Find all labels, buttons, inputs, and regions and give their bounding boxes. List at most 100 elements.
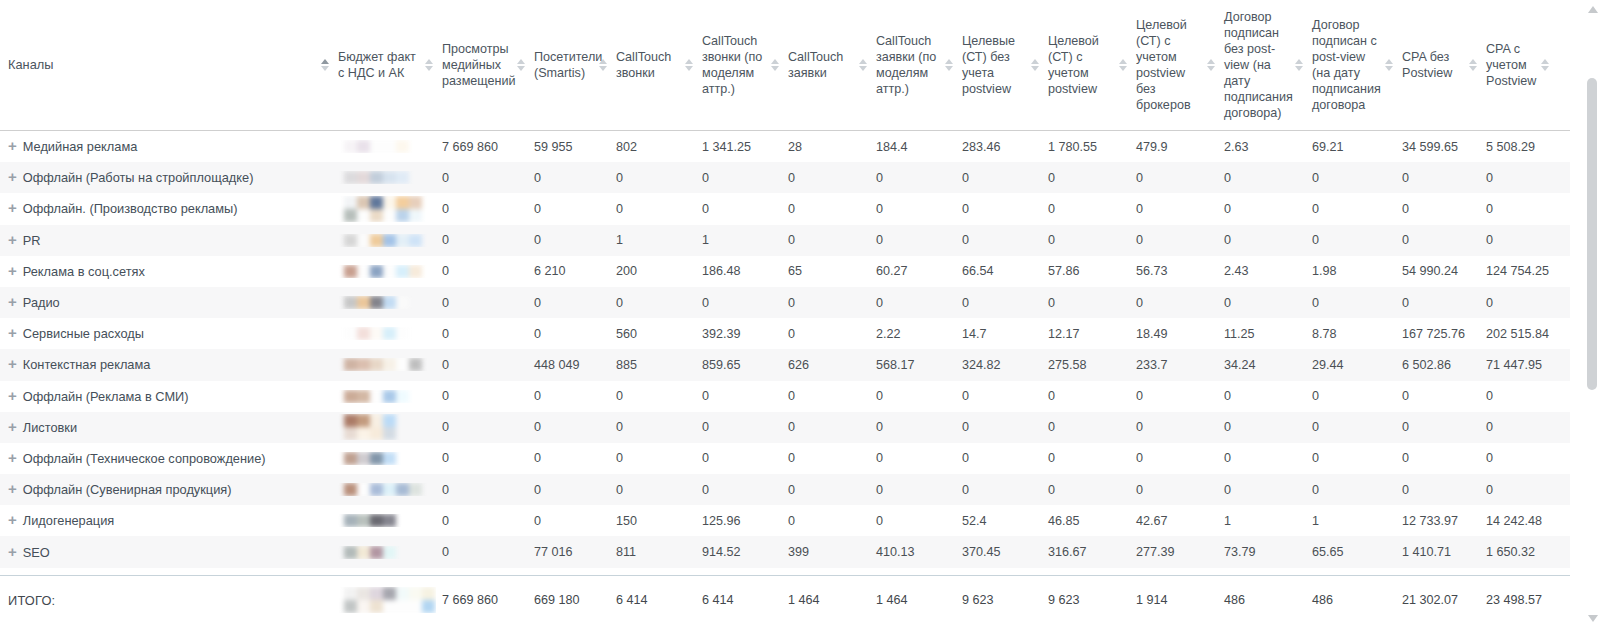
channel-cell[interactable]: + Лидогенерация <box>0 513 332 528</box>
metric-value[interactable]: 392.39 <box>702 327 741 341</box>
metric-value[interactable]: 1 410.71 <box>1402 545 1451 559</box>
sort-icon[interactable] <box>1119 59 1127 71</box>
sort-icon[interactable] <box>425 59 433 71</box>
metric-value[interactable]: 125.96 <box>702 514 741 528</box>
column-header[interactable]: Просмотры медийных размещений <box>436 41 528 89</box>
expand-plus-icon[interactable]: + <box>8 201 17 215</box>
metric-value[interactable]: 29.44 <box>1312 358 1344 372</box>
metric-value[interactable]: 859.65 <box>702 358 741 372</box>
channel-cell[interactable]: + Оффлайн (Работы на стройплощадке) <box>0 170 332 185</box>
metric-value[interactable]: 324.82 <box>962 358 1001 372</box>
metric-value[interactable]: 1 341.25 <box>702 140 751 154</box>
expand-plus-icon[interactable]: + <box>8 326 17 340</box>
channel-cell[interactable]: + Оффлайн. (Производство рекламы) <box>0 201 332 216</box>
metric-value[interactable]: 283.46 <box>962 140 1001 154</box>
expand-plus-icon[interactable]: + <box>8 233 17 247</box>
metric-value[interactable]: 275.58 <box>1048 358 1087 372</box>
sort-icon[interactable] <box>771 59 779 71</box>
expand-plus-icon[interactable]: + <box>8 482 17 496</box>
expand-plus-icon[interactable]: + <box>8 295 17 309</box>
column-header[interactable]: Целевые (СТ) без учета postview <box>956 33 1042 97</box>
metric-value[interactable]: 46.85 <box>1048 514 1080 528</box>
metric-value[interactable]: 14.7 <box>962 327 987 341</box>
column-header[interactable]: CallTouch звонки <box>610 49 696 81</box>
metric-value[interactable]: 2.63 <box>1224 140 1249 154</box>
channel-cell[interactable]: + Оффлайн (Техническое сопровождение) <box>0 451 332 466</box>
metric-value[interactable]: 6 414 <box>616 593 648 607</box>
sort-asc-icon[interactable] <box>321 59 329 71</box>
metric-value[interactable]: 9 623 <box>1048 593 1080 607</box>
metric-value[interactable]: 21 302.07 <box>1402 593 1458 607</box>
column-header[interactable]: Договор подписан без post-view (на дату … <box>1218 9 1306 121</box>
metric-value[interactable]: 1 <box>702 233 709 247</box>
column-header[interactable]: CallTouch звонки (по моделям аттр.) <box>696 33 782 97</box>
metric-value[interactable]: 1 <box>1312 514 1319 528</box>
metric-value[interactable]: 568.17 <box>876 358 915 372</box>
expand-plus-icon[interactable]: + <box>8 357 17 371</box>
metric-value[interactable]: 12.17 <box>1048 327 1080 341</box>
metric-value[interactable]: 479.9 <box>1136 140 1168 154</box>
expand-plus-icon[interactable]: + <box>8 420 17 434</box>
metric-value[interactable]: 316.67 <box>1048 545 1087 559</box>
metric-value[interactable]: 370.45 <box>962 545 1001 559</box>
column-header[interactable]: CPA без Postview <box>1396 49 1480 81</box>
metric-value[interactable]: 66.54 <box>962 264 994 278</box>
metric-value[interactable]: 811 <box>616 545 636 559</box>
sort-icon[interactable] <box>685 59 693 71</box>
column-header[interactable]: Бюджет факт с НДС и АК <box>332 49 436 81</box>
metric-value[interactable]: 560 <box>616 327 637 341</box>
expand-plus-icon[interactable]: + <box>8 139 17 153</box>
channel-cell[interactable]: + Медийная реклама <box>0 139 332 154</box>
metric-value[interactable]: 885 <box>616 358 637 372</box>
metric-value[interactable]: 1 780.55 <box>1048 140 1097 154</box>
metric-value[interactable]: 9 623 <box>962 593 994 607</box>
sort-icon[interactable] <box>517 59 525 71</box>
channel-cell[interactable]: + Радио <box>0 295 332 310</box>
metric-value[interactable]: 56.73 <box>1136 264 1168 278</box>
metric-value[interactable]: 69.21 <box>1312 140 1344 154</box>
channel-cell[interactable]: + Листовки <box>0 420 332 435</box>
metric-value[interactable]: 626 <box>788 358 809 372</box>
vertical-scrollbar[interactable] <box>1586 0 1598 626</box>
metric-value[interactable]: 12 733.97 <box>1402 514 1458 528</box>
metric-value[interactable]: 184.4 <box>876 140 908 154</box>
expand-plus-icon[interactable]: + <box>8 451 17 465</box>
metric-value[interactable]: 1 914 <box>1136 593 1168 607</box>
metric-value[interactable]: 59 955 <box>534 140 573 154</box>
sort-icon[interactable] <box>945 59 953 71</box>
metric-value[interactable]: 6 502.86 <box>1402 358 1451 372</box>
sort-icon[interactable] <box>859 59 867 71</box>
metric-value[interactable]: 7 669 860 <box>442 140 498 154</box>
sort-icon[interactable] <box>1469 59 1477 71</box>
sort-icon[interactable] <box>1295 59 1303 71</box>
channel-cell[interactable]: + Оффлайн (Реклама в СМИ) <box>0 389 332 404</box>
metric-value[interactable]: 65.65 <box>1312 545 1344 559</box>
expand-plus-icon[interactable]: + <box>8 545 17 559</box>
sort-icon[interactable] <box>1031 59 1039 71</box>
metric-value[interactable]: 77 016 <box>534 545 573 559</box>
metric-value[interactable]: 57.86 <box>1048 264 1080 278</box>
scroll-up-icon[interactable] <box>1588 6 1598 13</box>
scroll-down-icon[interactable] <box>1588 615 1598 622</box>
metric-value[interactable]: 669 180 <box>534 593 580 607</box>
metric-value[interactable]: 28 <box>788 140 802 154</box>
metric-value[interactable]: 167 725.76 <box>1402 327 1465 341</box>
metric-value[interactable]: 486 <box>1224 593 1245 607</box>
metric-value[interactable]: 1 <box>616 233 623 247</box>
column-header[interactable]: CPA с учетом Postview <box>1480 41 1552 89</box>
channel-cell[interactable]: + SEO <box>0 545 332 560</box>
metric-value[interactable]: 6 210 <box>534 264 566 278</box>
metric-value[interactable]: 52.4 <box>962 514 987 528</box>
metric-value[interactable]: 1.98 <box>1312 264 1337 278</box>
metric-value[interactable]: 150 <box>616 514 637 528</box>
column-header[interactable]: Посетители (Smartis) <box>528 49 610 81</box>
metric-value[interactable]: 1 464 <box>876 593 908 607</box>
metric-value[interactable]: 34.24 <box>1224 358 1256 372</box>
column-header-channels[interactable]: Каналы <box>0 57 332 73</box>
metric-value[interactable]: 6 414 <box>702 593 734 607</box>
metric-value[interactable]: 2.22 <box>876 327 901 341</box>
metric-value[interactable]: 11.25 <box>1224 327 1255 341</box>
scrollbar-thumb[interactable] <box>1587 78 1597 390</box>
metric-value[interactable]: 410.13 <box>876 545 915 559</box>
sort-icon[interactable] <box>599 59 607 71</box>
